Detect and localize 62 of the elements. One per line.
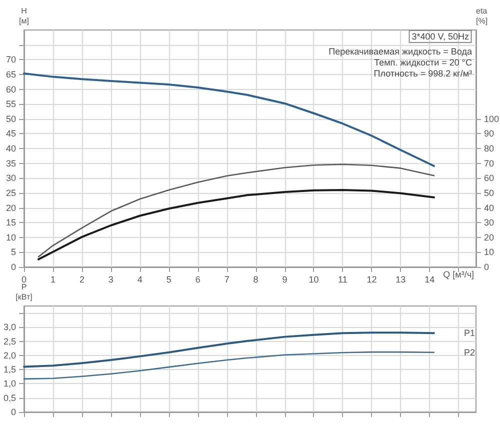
y2-tick-label: 70 <box>484 158 494 168</box>
x-tick-label: 5 <box>166 274 172 284</box>
line-series <box>23 332 435 368</box>
y2-tick-label: 40 <box>484 202 494 213</box>
x-tick-label: 9 <box>282 274 288 284</box>
y-tick-label: 5 <box>10 247 16 258</box>
annotation: Перекачиваемая жидкость = Вода <box>328 46 472 56</box>
y-tick-label: 60 <box>6 84 16 94</box>
y-tick-label: 70 <box>6 54 16 65</box>
y-tick-label: 2,5 <box>3 336 16 346</box>
y-tick-label: 25 <box>6 188 16 198</box>
y-tick-label: 55 <box>6 99 16 110</box>
y-tick-label: 3,0 <box>3 322 16 332</box>
line-series <box>23 351 435 380</box>
x-tick-label: 12 <box>366 274 377 284</box>
y2-tick-label: 10 <box>484 247 494 258</box>
x-tick-label: 0 <box>21 274 27 284</box>
x-axis-title: Q [м³/ч] <box>443 270 474 280</box>
x-tick-label: 3 <box>108 274 114 284</box>
x-tick-label: 14 <box>424 274 435 284</box>
y2-tick-label: 60 <box>484 173 494 184</box>
y-tick-label: 30 <box>6 173 16 184</box>
x-tick-label: 4 <box>137 274 142 284</box>
y-axis-title: P [кВт] <box>16 282 32 302</box>
annotation: 3*400 V, 50Hz <box>412 32 470 42</box>
line-series <box>38 164 435 258</box>
y-axis-title: H [м] <box>19 6 29 26</box>
x-tick-label: 2 <box>79 274 84 284</box>
y2-tick-label: 0 <box>484 262 490 272</box>
x-tick-label: 6 <box>195 274 200 284</box>
x-tick-label: 7 <box>224 274 230 284</box>
y2-tick-label: 50 <box>484 188 494 198</box>
y-tick-label: 0 <box>10 262 16 272</box>
x-tick-label: 11 <box>338 274 348 284</box>
y-tick-label: 35 <box>6 158 16 168</box>
x-tick-label: 1 <box>50 274 56 284</box>
x-tick-label: 10 <box>308 274 319 284</box>
line-series <box>37 188 435 260</box>
y-tick-label: 40 <box>6 144 16 154</box>
text: P2 <box>464 347 476 358</box>
y-tick-label: 1,5 <box>3 364 16 375</box>
y2-tick-label: 100 <box>484 114 500 124</box>
y2-tick-label: 20 <box>484 232 494 242</box>
y2-axis-title: eta [%] <box>476 6 488 26</box>
y-tick-label: 10 <box>6 232 16 242</box>
y-tick-label: 15 <box>6 218 16 228</box>
y2-tick-label: 30 <box>484 218 494 228</box>
y2-tick-label: 90 <box>484 128 494 139</box>
x-tick-label: 13 <box>396 274 406 284</box>
x-tick-label: 8 <box>253 274 258 284</box>
y-tick-label: 2,0 <box>3 350 16 360</box>
y-tick-label: 50 <box>6 114 16 124</box>
annotation: Плотность = 998.2 кг/м³ <box>374 68 472 78</box>
y-tick-label: 1,0 <box>3 378 16 389</box>
y2-tick-label: 80 <box>484 144 494 154</box>
annotation: Темп. жидкости = 20 °C <box>374 58 472 68</box>
y-tick-label: 0,5 <box>3 392 16 403</box>
text: P1 <box>464 328 476 338</box>
y-tick-label: 45 <box>6 128 16 139</box>
y-tick-label: 65 <box>6 69 16 80</box>
y-tick-label: 20 <box>6 202 16 213</box>
y-tick-label: 0 <box>10 407 16 417</box>
